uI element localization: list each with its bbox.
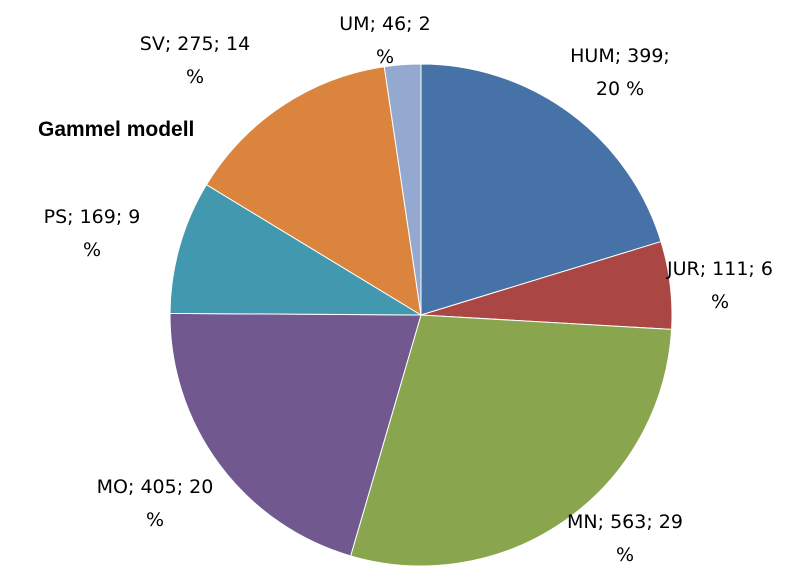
data-label: HUM; 399; 20 %: [570, 45, 670, 100]
data-label: UM; 46; 2 %: [339, 13, 431, 68]
data-label: MN; 563; 29 %: [567, 511, 683, 566]
data-label: MO; 405; 20 %: [96, 476, 214, 531]
pie-slice: [169, 312, 422, 557]
pie-slice: [205, 66, 422, 316]
data-label: SV; 275; 14 %: [139, 33, 251, 88]
chart-title: Gammel modell: [38, 118, 195, 141]
data-label: JUR; 111; 6 %: [667, 258, 773, 313]
data-label: PS; 169; 9 %: [43, 206, 141, 261]
pie-slice: [169, 183, 423, 316]
pie-slice: [420, 63, 662, 316]
pie-slice: [383, 63, 422, 316]
